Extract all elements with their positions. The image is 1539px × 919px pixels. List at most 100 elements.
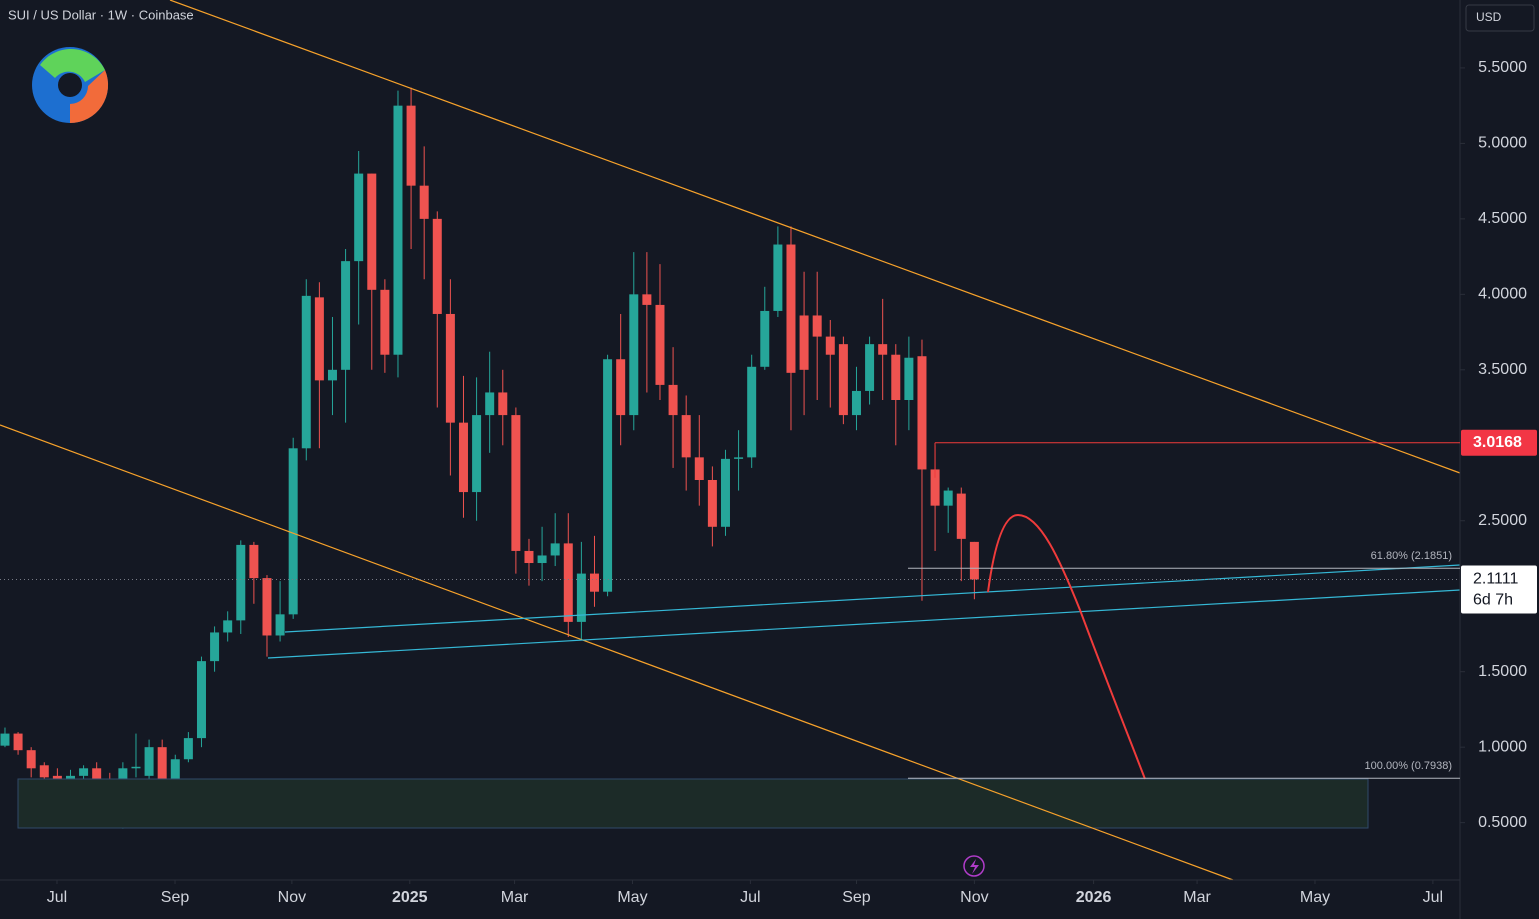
candle-body — [262, 578, 272, 636]
chart-title: SUI / US Dollar · 1W · Coinbase — [8, 7, 194, 22]
candle-body — [445, 313, 455, 423]
price-tag-label: 3.0168 — [1473, 434, 1522, 451]
candle-body — [773, 244, 783, 311]
candle-body — [183, 738, 193, 760]
candle-body — [524, 550, 534, 564]
currency-box[interactable] — [1465, 4, 1535, 32]
y-tick-label: 4.5000 — [1478, 210, 1527, 227]
candle-body — [851, 390, 861, 416]
candle-body — [904, 357, 914, 400]
x-tick-label: 2026 — [1076, 889, 1112, 906]
countdown: 6d 7h — [1473, 592, 1513, 609]
candle-body — [799, 315, 809, 370]
candle-body — [707, 480, 717, 527]
candle-body — [367, 173, 377, 290]
x-tick-label: Sep — [161, 889, 190, 906]
projection-curve — [987, 513, 1146, 780]
x-tick-label: Jul — [47, 889, 67, 906]
candle-body — [314, 297, 324, 381]
candle-body — [39, 765, 49, 778]
logo — [32, 47, 109, 124]
x-tick-label: Jul — [740, 889, 760, 906]
fib-label: 100.00% (0.7938) — [1365, 760, 1452, 772]
candle-body — [79, 768, 89, 776]
x-tick-label: Sep — [842, 889, 871, 906]
candle-body — [341, 261, 351, 370]
y-tick-label: 1.0000 — [1478, 738, 1527, 755]
candle-body — [629, 294, 639, 416]
candle-body — [589, 573, 599, 592]
candle-body — [236, 544, 246, 621]
price-tag — [1461, 429, 1537, 456]
y-tick-label: 3.5000 — [1478, 361, 1527, 378]
candle-body — [537, 555, 547, 564]
candle-body — [865, 344, 875, 391]
trendline-lower — [0, 424, 1234, 881]
support-line — [267, 589, 1461, 659]
demand-zone — [17, 778, 1369, 829]
candle-body — [406, 105, 416, 186]
candle-body — [0, 733, 10, 746]
candle-body — [170, 759, 180, 785]
y-tick-label: 5.0000 — [1478, 135, 1527, 152]
x-tick-label: Mar — [501, 889, 529, 906]
candle-body — [354, 173, 364, 262]
candle-body — [655, 304, 665, 385]
candle-body — [720, 458, 730, 527]
candle-body — [511, 415, 521, 551]
last-price-label: 2.1111 — [1473, 571, 1518, 588]
candle-body — [393, 105, 403, 355]
candle-body — [603, 359, 613, 592]
candle-body — [760, 310, 770, 367]
last-price-tag — [1461, 565, 1537, 614]
candle-body — [747, 366, 757, 458]
candle-body — [26, 750, 36, 769]
candle-body — [458, 422, 468, 493]
candle-body — [223, 620, 233, 633]
candle-body — [812, 315, 822, 337]
x-tick-label: Nov — [960, 889, 988, 906]
candle-body — [432, 218, 442, 314]
candle-body — [275, 614, 285, 636]
candle-body — [694, 457, 704, 480]
candle-body — [563, 543, 573, 622]
candle-body — [825, 336, 835, 355]
candle-body — [943, 490, 953, 506]
candle-body — [838, 344, 848, 416]
candle-body — [917, 356, 927, 470]
candle-body — [301, 295, 311, 449]
y-tick-label: 2.5000 — [1478, 512, 1527, 529]
candle-body — [485, 392, 495, 416]
candle-body — [956, 493, 966, 539]
x-tick-label: 2025 — [392, 889, 428, 906]
y-tick-label: 5.5000 — [1478, 59, 1527, 76]
candle-body — [380, 289, 390, 355]
candle-body — [616, 359, 626, 416]
candle-body — [13, 733, 23, 751]
y-tick-label: 4.0000 — [1478, 286, 1527, 303]
candle-body — [288, 448, 298, 615]
candle-body — [930, 469, 940, 506]
candle-body — [144, 747, 154, 776]
candle-body — [878, 344, 888, 355]
currency[interactable]: USD — [1476, 10, 1502, 24]
candle-body — [131, 766, 141, 769]
candle-body — [891, 354, 901, 400]
x-tick-label: Jul — [1423, 889, 1443, 906]
candle-body — [472, 415, 482, 493]
x-tick-label: Mar — [1183, 889, 1211, 906]
candle-body — [327, 369, 337, 381]
x-tick-label: Nov — [278, 889, 306, 906]
candle-body — [157, 747, 167, 785]
trendline-upper — [169, 0, 1461, 474]
candle-body — [498, 392, 508, 416]
replay-icon[interactable] — [963, 855, 985, 877]
candle-body — [786, 244, 796, 373]
candle-body — [419, 185, 429, 219]
support-line — [284, 564, 1461, 633]
candle-body — [576, 573, 586, 622]
x-tick-label: May — [617, 889, 647, 906]
candle-body — [92, 768, 102, 785]
